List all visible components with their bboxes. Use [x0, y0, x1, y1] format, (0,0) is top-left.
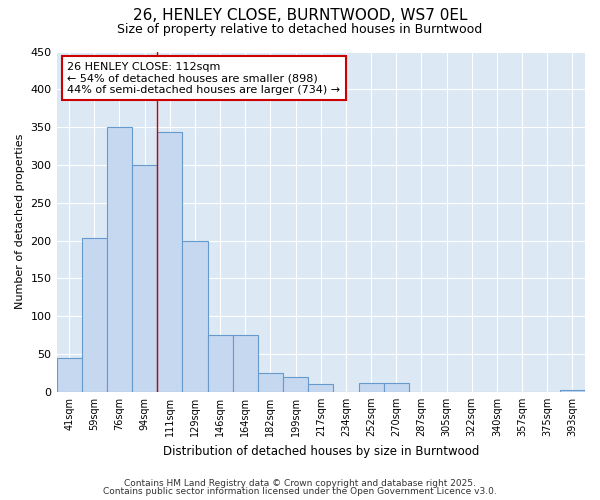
Text: Size of property relative to detached houses in Burntwood: Size of property relative to detached ho… — [118, 22, 482, 36]
Y-axis label: Number of detached properties: Number of detached properties — [15, 134, 25, 310]
Bar — [56, 358, 82, 392]
Bar — [258, 373, 283, 392]
Text: Contains public sector information licensed under the Open Government Licence v3: Contains public sector information licen… — [103, 487, 497, 496]
X-axis label: Distribution of detached houses by size in Burntwood: Distribution of detached houses by size … — [163, 444, 479, 458]
Bar — [233, 335, 258, 392]
Bar — [182, 240, 208, 392]
Bar — [283, 376, 308, 392]
Bar — [82, 238, 107, 392]
Text: Contains HM Land Registry data © Crown copyright and database right 2025.: Contains HM Land Registry data © Crown c… — [124, 478, 476, 488]
Bar — [359, 384, 383, 392]
Bar — [308, 384, 334, 392]
Text: 26, HENLEY CLOSE, BURNTWOOD, WS7 0EL: 26, HENLEY CLOSE, BURNTWOOD, WS7 0EL — [133, 8, 467, 22]
Bar — [132, 165, 157, 392]
Text: 26 HENLEY CLOSE: 112sqm
← 54% of detached houses are smaller (898)
44% of semi-d: 26 HENLEY CLOSE: 112sqm ← 54% of detache… — [67, 62, 340, 95]
Bar — [157, 132, 182, 392]
Bar — [383, 384, 409, 392]
Bar — [560, 390, 585, 392]
Bar — [107, 127, 132, 392]
Bar — [208, 335, 233, 392]
